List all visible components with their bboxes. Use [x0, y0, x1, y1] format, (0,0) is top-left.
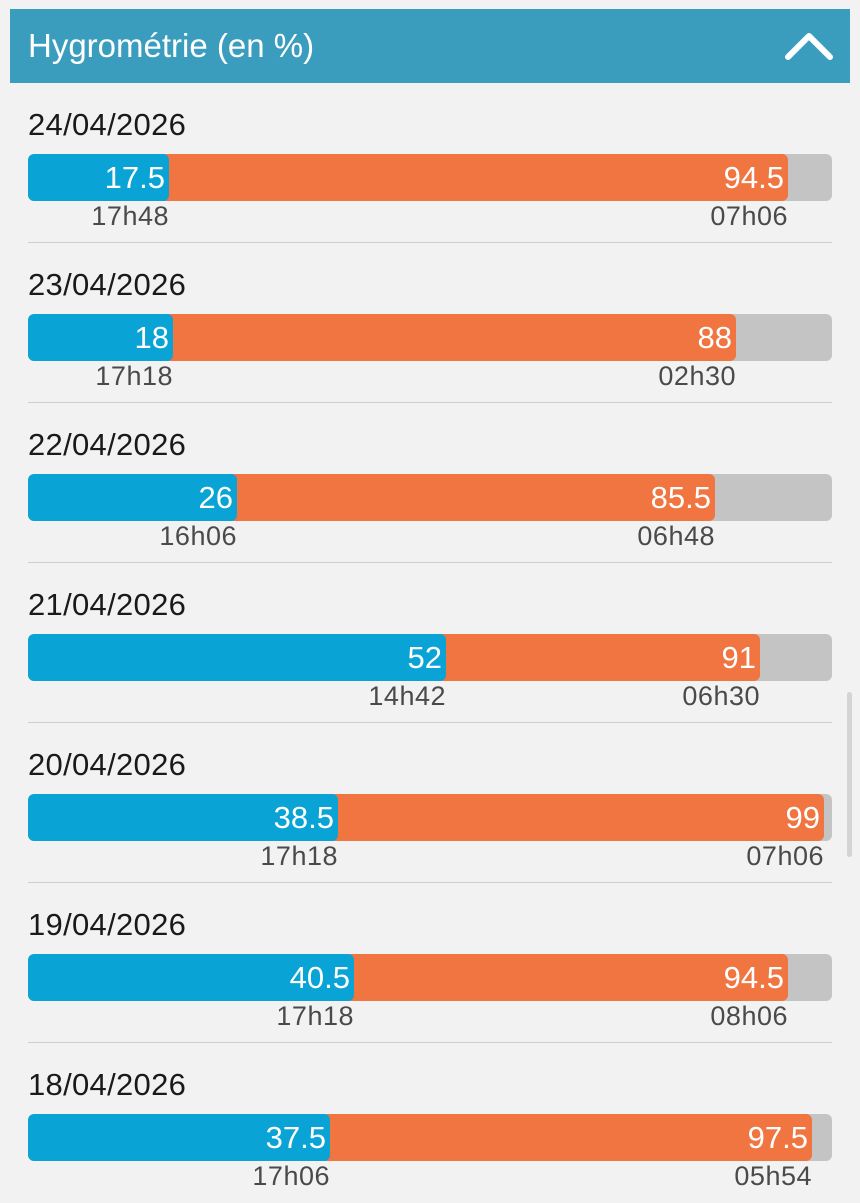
humidity-day-list: 24/04/2026 17.5 94.5 17h48 07h06 23/04/2… [0, 83, 860, 1203]
max-humidity-value: 94.5 [723, 960, 784, 995]
collapse-button[interactable] [782, 19, 836, 73]
min-humidity-fill [28, 1114, 330, 1161]
max-humidity-value: 88 [697, 320, 732, 355]
day-row: 18/04/2026 37.5 97.5 17h06 05h54 [28, 1043, 832, 1203]
max-humidity-time: 06h48 [637, 521, 715, 551]
day-date: 18/04/2026 [28, 1067, 187, 1102]
max-humidity-value: 94.5 [723, 160, 784, 195]
min-humidity-time: 17h18 [276, 1001, 354, 1031]
max-humidity-value: 99 [785, 800, 820, 835]
day-row: 24/04/2026 17.5 94.5 17h48 07h06 [28, 83, 832, 243]
day-date: 23/04/2026 [28, 267, 187, 302]
max-humidity-time: 02h30 [658, 361, 736, 391]
day-row: 21/04/2026 52 91 14h42 06h30 [28, 563, 832, 723]
scrollbar[interactable] [847, 692, 852, 857]
divider [28, 402, 832, 403]
divider [28, 242, 832, 243]
day-date: 21/04/2026 [28, 587, 187, 622]
humidity-range-bar: 40.5 94.5 [28, 954, 832, 1001]
max-humidity-time: 06h30 [682, 681, 760, 711]
humidity-range-bar: 52 91 [28, 634, 832, 681]
max-humidity-value: 85.5 [650, 480, 711, 515]
max-humidity-time: 08h06 [710, 1001, 788, 1031]
min-humidity-time: 17h06 [252, 1161, 330, 1191]
humidity-range-bar: 26 85.5 [28, 474, 832, 521]
divider [28, 1042, 832, 1043]
humidity-range-bar: 38.5 99 [28, 794, 832, 841]
min-humidity-fill [28, 954, 354, 1001]
section-title: Hygrométrie (en %) [28, 27, 315, 64]
day-row: 20/04/2026 38.5 99 17h18 07h06 [28, 723, 832, 883]
max-humidity-value: 97.5 [747, 1120, 808, 1155]
min-humidity-value: 18 [134, 320, 169, 355]
min-humidity-time: 17h18 [260, 841, 338, 871]
day-row: 19/04/2026 40.5 94.5 17h18 08h06 [28, 883, 832, 1043]
day-row: 22/04/2026 26 85.5 16h06 06h48 [28, 403, 832, 563]
day-date: 24/04/2026 [28, 107, 187, 142]
min-humidity-fill [28, 474, 237, 521]
chevron-up-icon [785, 33, 833, 60]
min-humidity-fill [28, 314, 173, 361]
min-humidity-fill [28, 154, 169, 201]
day-date: 20/04/2026 [28, 747, 187, 782]
section-header[interactable]: Hygrométrie (en %) [10, 9, 850, 83]
day-row: 23/04/2026 18 88 17h18 02h30 [28, 243, 832, 403]
day-date: 22/04/2026 [28, 427, 187, 462]
min-humidity-value: 38.5 [273, 800, 334, 835]
min-humidity-value: 52 [407, 640, 442, 675]
min-humidity-time: 17h18 [95, 361, 173, 391]
min-humidity-value: 37.5 [265, 1120, 326, 1155]
min-humidity-value: 40.5 [289, 960, 350, 995]
humidity-range-bar: 18 88 [28, 314, 832, 361]
max-humidity-time: 07h06 [746, 841, 824, 871]
min-humidity-time: 17h48 [91, 201, 169, 231]
min-humidity-time: 14h42 [368, 681, 446, 711]
max-humidity-value: 91 [721, 640, 756, 675]
humidity-range-bar: 17.5 94.5 [28, 154, 832, 201]
min-humidity-fill [28, 634, 446, 681]
min-humidity-value: 17.5 [104, 160, 165, 195]
divider [28, 562, 832, 563]
max-humidity-time: 07h06 [710, 201, 788, 231]
min-humidity-fill [28, 794, 338, 841]
divider [28, 882, 832, 883]
humidity-range-bar: 37.5 97.5 [28, 1114, 832, 1161]
day-date: 19/04/2026 [28, 907, 187, 942]
max-humidity-time: 05h54 [734, 1161, 812, 1191]
min-humidity-value: 26 [198, 480, 233, 515]
divider [28, 722, 832, 723]
min-humidity-time: 16h06 [159, 521, 237, 551]
